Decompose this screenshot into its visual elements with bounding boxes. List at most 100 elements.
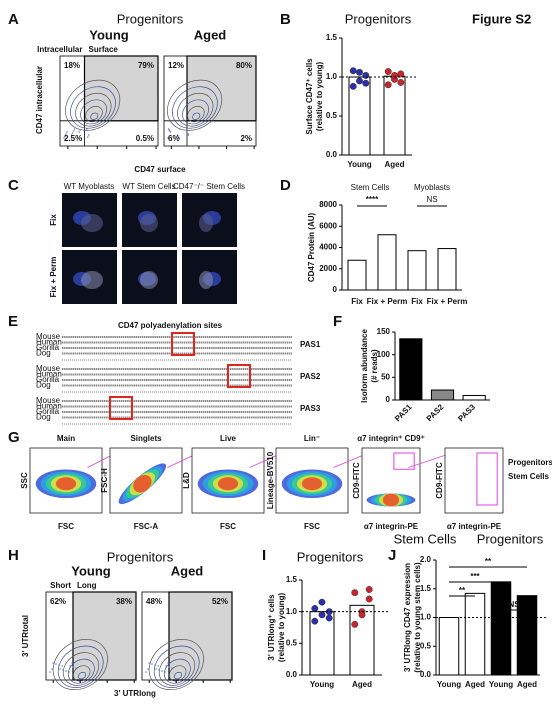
event: [70, 134, 73, 136]
gate-label: Surface: [89, 45, 119, 54]
y-tick-label: 0.0: [326, 150, 338, 159]
cell-signal: [140, 271, 158, 289]
cell-signal: [199, 214, 213, 232]
gate-arrow: [333, 453, 367, 468]
bar: [516, 595, 538, 676]
data-point: [351, 620, 359, 628]
y-tick-label: 4000: [319, 243, 337, 252]
group-label: Progenitors: [477, 531, 544, 546]
contour: [187, 106, 205, 123]
panel-title: CD47 polyadenylation sites: [118, 321, 223, 330]
y-tick-label: 1.5: [326, 33, 338, 42]
pas-highlight: [109, 396, 133, 420]
event: [52, 662, 54, 664]
y-tick-label: 1.5: [286, 575, 298, 584]
data-point: [397, 70, 405, 78]
density: [382, 493, 400, 507]
density: [217, 477, 239, 491]
species-label: Dog: [36, 413, 51, 422]
event: [145, 671, 147, 673]
x-tick-label: Fix + Perm: [367, 297, 408, 306]
bar: [464, 592, 486, 676]
site-label: PAS2: [300, 372, 321, 381]
gate-label: Intracellular: [37, 45, 82, 54]
event: [154, 664, 156, 666]
density: [55, 477, 77, 491]
group-label: Aged: [171, 563, 204, 578]
contour: [192, 112, 201, 121]
event: [147, 668, 149, 670]
axis-label: CD9-FITC: [352, 462, 361, 499]
row-label: Fix: [49, 214, 58, 226]
event: [80, 137, 82, 139]
quadrant-percent: 18%: [64, 61, 80, 70]
event: [86, 128, 88, 130]
population-label: Progenitors: [508, 458, 552, 467]
x-tick-label: Fix + Perm: [427, 297, 468, 306]
y-tick-label: 1.0: [286, 607, 298, 616]
species-label: Dog: [36, 381, 51, 390]
contour: [80, 99, 108, 125]
y-tick-label: 1.0: [326, 72, 338, 81]
column-label: WT Myoblasts: [64, 182, 115, 191]
quadrant-percent: 2.5%: [64, 134, 82, 143]
cell-signal: [81, 214, 103, 232]
significance: NS: [508, 600, 520, 609]
gate-label: Long: [77, 581, 97, 590]
species-label: Human: [36, 402, 62, 411]
contour: [57, 645, 104, 688]
quadrant-percent: 12%: [168, 61, 184, 70]
bar: [430, 389, 455, 401]
bar: [490, 581, 512, 676]
quadrant-percent: 80%: [236, 61, 252, 70]
group-label: Young: [89, 27, 129, 42]
gate-arrow: [167, 453, 197, 468]
bar: [437, 248, 457, 291]
axis-label: CD47 surface: [134, 165, 186, 174]
data-point: [397, 79, 405, 86]
axis-label: FSC: [220, 522, 236, 531]
contour: [70, 86, 116, 129]
species-label: Mouse: [36, 332, 61, 341]
data-point: [311, 605, 319, 612]
gate-shade: [186, 55, 257, 122]
event: [66, 131, 68, 133]
axis-label: Lineage-BV510: [266, 451, 275, 509]
data-point: [349, 82, 357, 90]
data-point: [325, 614, 333, 622]
species-label: Human: [36, 370, 62, 379]
event: [151, 663, 153, 665]
axis-label: SSC: [20, 472, 29, 489]
quadrant-percent: 2%: [240, 134, 252, 143]
axis-label: FSC-A: [134, 522, 159, 531]
significance: ***: [470, 572, 480, 581]
contour: [75, 92, 112, 127]
event: [75, 667, 77, 669]
event: [69, 665, 71, 667]
event: [88, 134, 90, 136]
species-label: Gorilla: [36, 343, 60, 352]
event: [148, 662, 150, 664]
contour: [153, 645, 200, 688]
bar: [438, 617, 460, 676]
event: [68, 671, 70, 673]
x-tick-label: Aged: [465, 680, 485, 689]
data-point: [362, 79, 370, 87]
event: [59, 668, 61, 670]
quadrant-percent: 79%: [138, 61, 154, 70]
data-point: [356, 77, 363, 85]
data-point: [391, 71, 398, 79]
data-point: [351, 589, 359, 597]
significance: NS: [426, 195, 437, 204]
quadrant-percent: 38%: [116, 597, 132, 606]
event: [55, 663, 57, 665]
plot-title: α7 integrin⁺ CD9⁺: [357, 434, 425, 443]
data-point: [318, 611, 326, 619]
y-tick-label: 0.5: [420, 641, 432, 650]
species-label: Dog: [36, 349, 51, 358]
data-point: [384, 68, 392, 75]
x-tick-label: Young: [437, 680, 461, 689]
event: [155, 668, 157, 670]
density: [301, 477, 323, 491]
